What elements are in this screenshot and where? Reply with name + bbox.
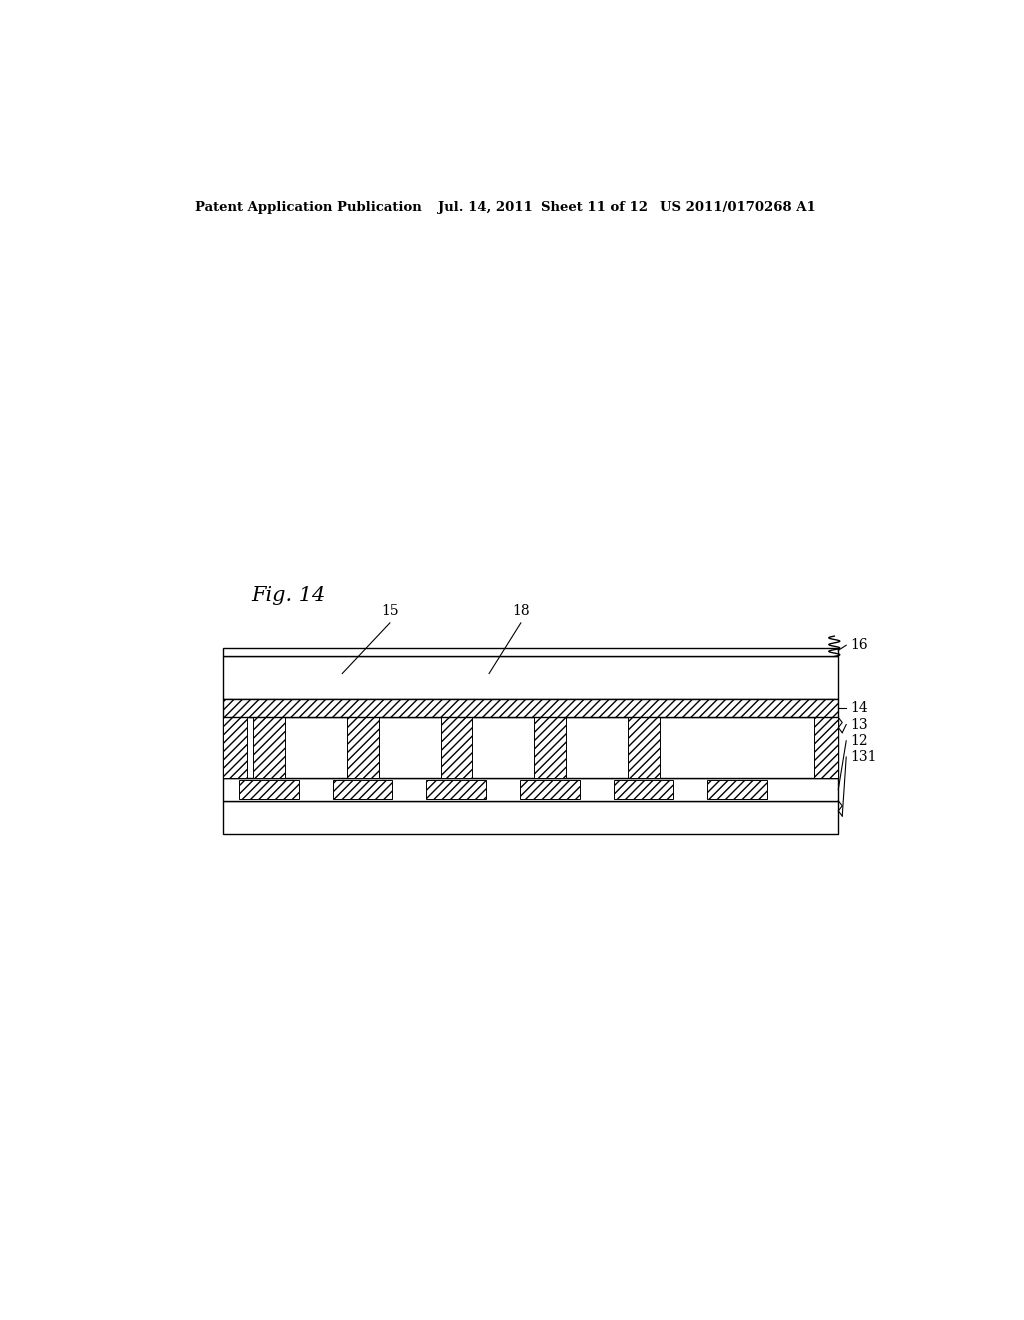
Bar — [440, 718, 472, 779]
Bar — [223, 648, 839, 656]
Text: Sheet 11 of 12: Sheet 11 of 12 — [541, 201, 647, 214]
Bar — [333, 780, 392, 799]
Bar — [535, 718, 566, 779]
Bar — [223, 656, 839, 700]
Text: 18: 18 — [512, 603, 529, 618]
Bar — [240, 780, 299, 799]
Text: 14: 14 — [850, 701, 868, 715]
Bar — [613, 780, 673, 799]
Bar — [223, 801, 839, 834]
Text: 16: 16 — [850, 639, 867, 652]
Bar — [223, 718, 839, 779]
Text: Jul. 14, 2011: Jul. 14, 2011 — [437, 201, 532, 214]
Bar — [347, 718, 379, 779]
Bar — [223, 700, 839, 718]
Bar — [814, 718, 839, 779]
Bar — [253, 718, 285, 779]
Text: 15: 15 — [381, 603, 398, 618]
Text: Patent Application Publication: Patent Application Publication — [196, 201, 422, 214]
Bar — [628, 718, 659, 779]
Text: 131: 131 — [850, 750, 877, 764]
Bar — [426, 780, 486, 799]
Text: 13: 13 — [850, 718, 867, 731]
Bar — [223, 718, 247, 779]
Bar — [520, 780, 580, 799]
Bar — [223, 779, 839, 801]
Bar — [708, 780, 767, 799]
Text: 12: 12 — [850, 734, 867, 748]
Text: US 2011/0170268 A1: US 2011/0170268 A1 — [659, 201, 815, 214]
Text: Fig. 14: Fig. 14 — [251, 586, 326, 605]
